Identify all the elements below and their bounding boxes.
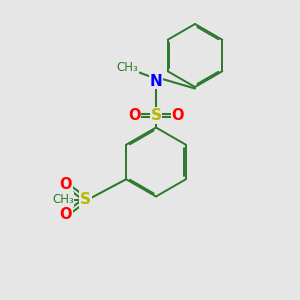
Text: O: O — [171, 108, 184, 123]
Text: CH₃: CH₃ — [52, 193, 74, 206]
Text: O: O — [128, 108, 141, 123]
Text: O: O — [60, 207, 72, 222]
Text: O: O — [60, 177, 72, 192]
Text: S: S — [151, 108, 161, 123]
Text: S: S — [80, 192, 91, 207]
Text: N: N — [150, 74, 162, 88]
Text: CH₃: CH₃ — [117, 61, 138, 74]
